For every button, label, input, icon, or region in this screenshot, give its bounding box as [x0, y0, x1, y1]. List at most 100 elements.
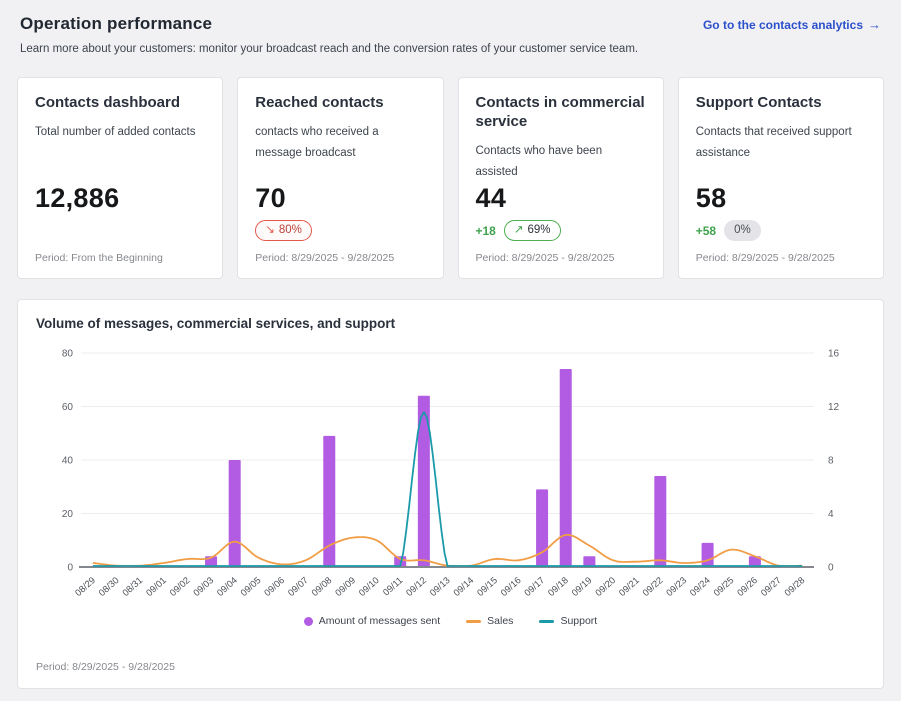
card-value: 58: [695, 183, 727, 213]
svg-text:40: 40: [62, 456, 74, 467]
legend-item-support[interactable]: Support: [539, 615, 597, 627]
contacts-analytics-link[interactable]: Go to the contacts analytics →: [703, 17, 881, 32]
stat-cards-row: Contacts dashboard Total number of added…: [17, 77, 884, 279]
delta-value: +18: [475, 223, 496, 238]
svg-text:08/29: 08/29: [73, 575, 97, 598]
card-commercial-service: Contacts in commercial service Contacts …: [457, 77, 664, 279]
svg-text:09/23: 09/23: [664, 575, 688, 598]
page-header: Operation performance Go to the contacts…: [17, 14, 884, 34]
trend-badge-value: 80%: [278, 224, 302, 237]
badge-row-empty: [35, 220, 205, 241]
card-description: Contacts who have been assisted: [475, 144, 603, 178]
card-title: Contacts in commercial service: [475, 94, 645, 130]
card-period: Period: From the Beginning: [35, 252, 163, 264]
card-support-contacts: Support Contacts Contacts that received …: [677, 77, 884, 279]
card-period: Period: 8/29/2025 - 9/28/2025: [255, 252, 395, 264]
messages-bars: [205, 369, 761, 567]
card-value: 70: [255, 183, 286, 213]
trend-badge-positive: ↗ 69%: [503, 220, 561, 241]
chart-legend: Amount of messages sent Sales Support: [36, 615, 865, 627]
card-period: Period: 8/29/2025 - 9/28/2025: [475, 252, 615, 264]
x-axis-labels: 08/29 08/30 08/31 09/01 09/02 09/03 09/04 09/05…: [73, 575, 806, 598]
svg-text:08/31: 08/31: [120, 575, 144, 598]
legend-label: Amount of messages sent: [318, 615, 441, 627]
svg-text:09/15: 09/15: [475, 575, 499, 598]
messages-series-dot-icon: [303, 616, 313, 626]
svg-text:09/18: 09/18: [546, 575, 570, 598]
svg-text:09/19: 09/19: [570, 575, 594, 598]
svg-text:08/30: 08/30: [97, 575, 121, 598]
svg-text:09/10: 09/10: [357, 575, 381, 598]
svg-text:09/22: 09/22: [641, 575, 665, 598]
svg-text:09/21: 09/21: [617, 575, 641, 598]
svg-text:4: 4: [828, 509, 834, 520]
volume-chart-canvas: 0 0 20 4 40 8 60 12 80 16 08/29 08/30 08/31 09/01 09/0…: [36, 339, 866, 611]
trend-badge-neutral: 0%: [724, 220, 761, 241]
svg-text:09/24: 09/24: [688, 575, 712, 598]
legend-item-messages[interactable]: Amount of messages sent: [303, 615, 441, 627]
svg-text:09/03: 09/03: [191, 575, 215, 598]
card-value: 44: [475, 183, 507, 214]
svg-text:60: 60: [62, 402, 74, 413]
header-text-block: Operation performance: [20, 14, 212, 34]
chart-title: Volume of messages, commercial services,…: [36, 316, 396, 331]
card-period: Period: 8/29/2025 - 9/28/2025: [695, 252, 835, 264]
card-value: 12,886: [35, 183, 120, 213]
arrow-up-right-icon: ↗: [513, 224, 524, 237]
card-title: Reached contacts: [255, 94, 384, 111]
svg-text:0: 0: [828, 563, 834, 574]
svg-text:09/28: 09/28: [783, 575, 807, 598]
svg-text:09/27: 09/27: [759, 575, 783, 598]
arrow-right-icon: →: [868, 17, 881, 32]
card-description: Contacts that received support assistanc…: [695, 125, 852, 160]
svg-text:09/06: 09/06: [262, 575, 286, 598]
svg-text:09/04: 09/04: [215, 575, 239, 598]
contacts-analytics-link-label: Go to the contacts analytics: [702, 17, 863, 32]
svg-text:09/17: 09/17: [522, 575, 546, 598]
volume-chart-card: Volume of messages, commercial services,…: [17, 299, 884, 689]
trend-badge-negative: ↘ 80%: [255, 220, 312, 241]
svg-text:16: 16: [828, 349, 840, 360]
svg-text:09/26: 09/26: [735, 575, 759, 598]
arrow-down-right-icon: ↘: [265, 224, 275, 237]
svg-text:20: 20: [62, 509, 74, 520]
card-title: Support Contacts: [695, 94, 822, 111]
sales-series-line-icon: [466, 619, 482, 623]
svg-text:09/16: 09/16: [499, 575, 523, 598]
legend-label: Support: [560, 615, 598, 627]
page-subtitle: Learn more about your customers: monitor…: [20, 43, 639, 55]
svg-text:80: 80: [62, 349, 74, 360]
svg-text:8: 8: [828, 456, 834, 467]
svg-text:12: 12: [828, 402, 840, 413]
card-title: Contacts dashboard: [35, 94, 181, 111]
card-description: contacts who received a message broadcas…: [255, 125, 379, 160]
badge-row: +58 0%: [696, 220, 866, 241]
svg-text:09/14: 09/14: [452, 575, 476, 598]
svg-text:09/05: 09/05: [239, 575, 263, 598]
svg-text:09/13: 09/13: [428, 575, 452, 598]
badge-row: +18 ↗ 69%: [476, 220, 646, 241]
support-line: [92, 411, 803, 567]
svg-text:09/11: 09/11: [381, 575, 404, 598]
badge-row: ↘ 80%: [255, 220, 425, 241]
svg-text:0: 0: [67, 563, 73, 574]
svg-text:09/20: 09/20: [593, 575, 617, 598]
card-reached-contacts: Reached contacts contacts who received a…: [237, 77, 444, 279]
page-title: Operation performance: [20, 14, 213, 33]
svg-text:09/09: 09/09: [333, 575, 357, 598]
trend-badge-value: 0%: [734, 224, 751, 237]
chart-period: Period: 8/29/2025 - 9/28/2025: [36, 661, 175, 673]
legend-label: Sales: [487, 615, 514, 627]
svg-text:09/01: 09/01: [144, 575, 168, 598]
legend-item-sales[interactable]: Sales: [466, 615, 513, 627]
svg-text:09/07: 09/07: [286, 575, 310, 598]
svg-text:09/12: 09/12: [404, 575, 428, 598]
svg-text:09/25: 09/25: [712, 575, 736, 598]
svg-text:09/08: 09/08: [310, 575, 334, 598]
card-description: Total number of added contacts: [35, 125, 196, 138]
delta-value: +58: [695, 223, 717, 238]
svg-text:09/02: 09/02: [168, 575, 192, 598]
trend-badge-value: 69%: [527, 224, 551, 237]
chart-grid: 0 0 20 4 40 8 60 12 80 16: [62, 349, 840, 574]
